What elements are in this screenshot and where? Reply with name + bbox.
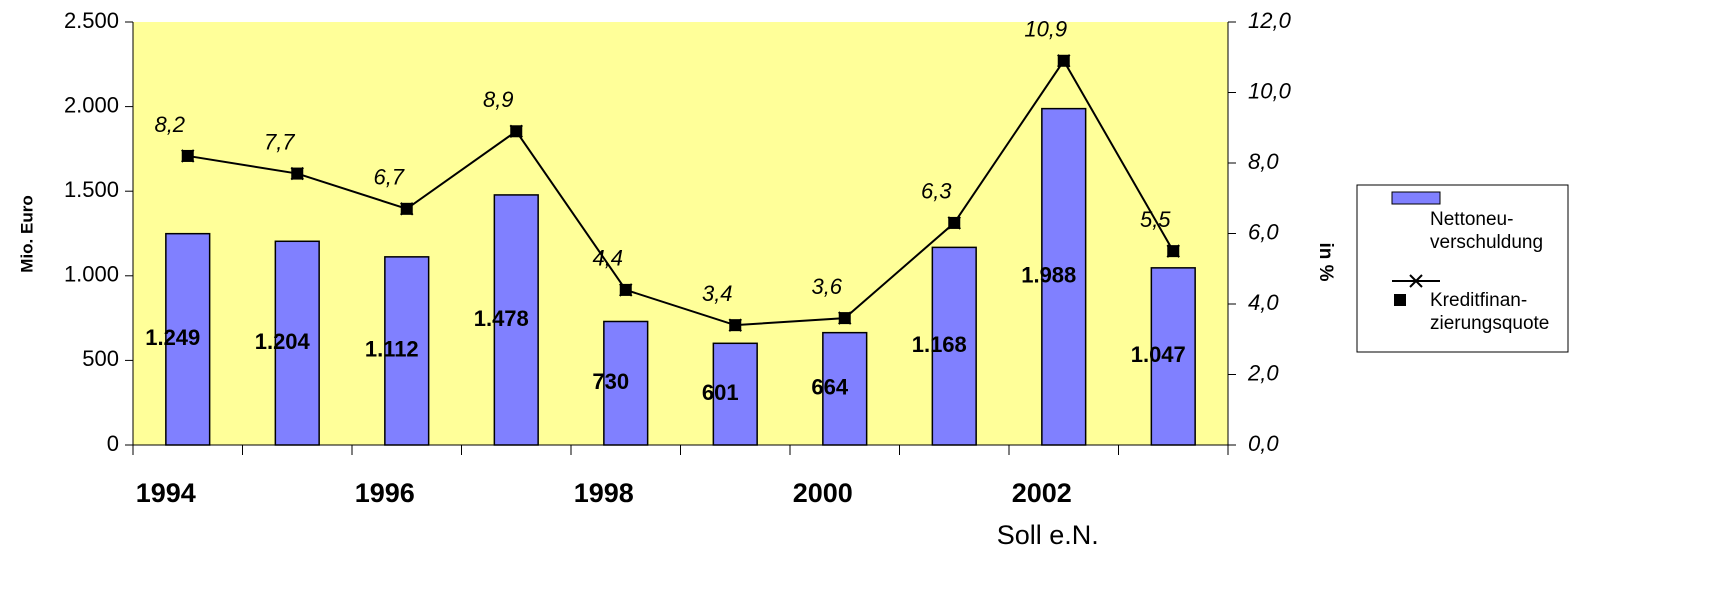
y2-tick-label: 6,0: [1248, 219, 1279, 244]
bar-value-label: 1.478: [474, 306, 529, 331]
square-marker: [619, 283, 632, 296]
y-tick-label: 1.500: [64, 177, 119, 202]
legend-square: [1394, 294, 1406, 306]
y-tick-label: 2.500: [64, 8, 119, 33]
y-tick-label: 0: [107, 431, 119, 456]
square-marker: [729, 319, 742, 332]
legend-swatch: [1391, 191, 1441, 205]
y-axis-label: Mio. Euro: [17, 195, 36, 272]
square-marker: [400, 202, 413, 215]
square-marker: [1057, 54, 1070, 67]
line-value-label: 8,9: [483, 87, 514, 112]
square-marker: [291, 167, 304, 180]
bar-value-label: 601: [702, 380, 739, 405]
x-tick-label: 1996: [355, 478, 415, 508]
y2-tick-label: 8,0: [1248, 149, 1279, 174]
bar: [165, 232, 211, 446]
bar-value-label: 1.168: [912, 332, 967, 357]
x-tick-label: 1994: [136, 478, 196, 508]
square-marker: [948, 216, 961, 229]
legend-label: Nettoneu-verschuldung: [1430, 209, 1544, 253]
line: [187, 58, 1175, 327]
x-tick-label: 2000: [793, 478, 853, 508]
square-marker: [181, 149, 194, 162]
bar: [493, 194, 539, 446]
bar-value-label: 1.988: [1021, 263, 1076, 288]
y-tick-label: 1.000: [64, 262, 119, 287]
bar: [384, 256, 430, 446]
line-value-label: 6,7: [373, 165, 404, 190]
line-value-label: 6,3: [921, 179, 952, 204]
line-value-label: 7,7: [264, 129, 295, 154]
line-value-label: 3,4: [702, 281, 733, 306]
bar-value-label: 664: [811, 375, 848, 400]
square-marker: [510, 125, 523, 138]
legend-x-marker: [1409, 274, 1423, 288]
y2-tick-label: 4,0: [1248, 290, 1279, 315]
legend-box: [1356, 184, 1569, 353]
square-marker: [838, 312, 851, 325]
line-value-label: 4,4: [592, 246, 623, 271]
y-tick-label: 500: [82, 346, 119, 371]
x-tick-label: 1998: [574, 478, 634, 508]
bar-value-label: 730: [592, 369, 629, 394]
line-value-label: 10,9: [1024, 17, 1067, 42]
y2-tick-label: 10,0: [1248, 78, 1292, 103]
line-value-label: 3,6: [811, 274, 842, 299]
bar: [274, 240, 320, 446]
x-tick-label: 2002: [1012, 478, 1072, 508]
y2-tick-label: 12,0: [1248, 8, 1292, 33]
legend-label: Kreditfinan-zierungsquote: [1430, 290, 1550, 334]
square-marker: [1167, 245, 1180, 258]
x-note: Soll e.N.: [997, 520, 1099, 550]
bar: [1150, 267, 1196, 446]
line-value-label: 8,2: [154, 112, 185, 137]
y2-tick-label: 2,0: [1247, 360, 1279, 385]
bar: [931, 246, 977, 446]
bar-value-label: 1.204: [255, 329, 311, 354]
y-tick-label: 2.000: [64, 92, 119, 117]
y2-axis-label: in %: [1315, 242, 1336, 281]
bar-value-label: 1.249: [145, 325, 200, 350]
y2-tick-label: 0,0: [1248, 431, 1279, 456]
bar: [712, 342, 758, 446]
bar: [822, 331, 868, 446]
bar-value-label: 1.047: [1131, 342, 1186, 367]
bar: [603, 320, 649, 446]
bar: [1041, 107, 1087, 446]
line-value-label: 5,5: [1140, 207, 1171, 232]
bar-value-label: 1.112: [365, 337, 419, 362]
